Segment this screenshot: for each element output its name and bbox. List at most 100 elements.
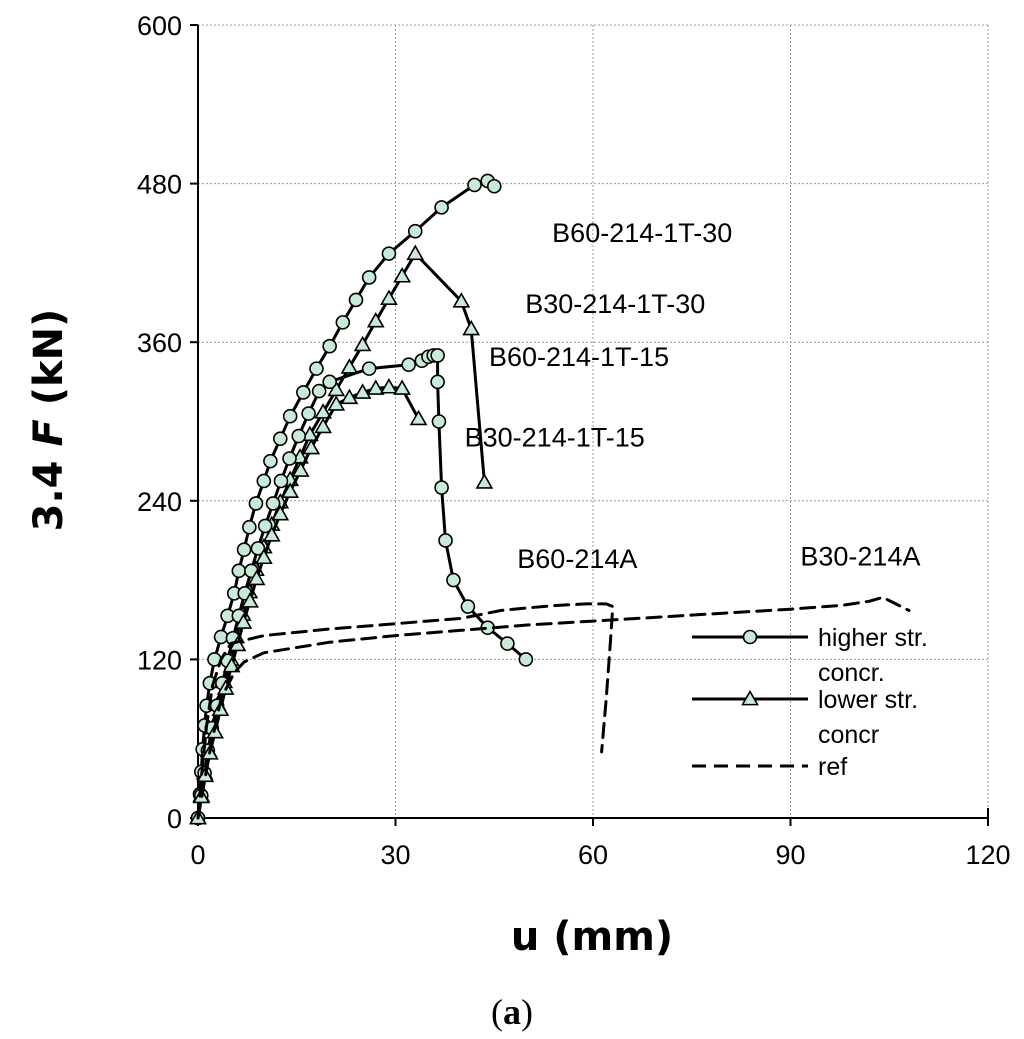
data-point-b60-214-1t-30	[348, 292, 364, 308]
data-point-b30-214-1t-15	[340, 388, 359, 405]
x-tick-label: 30	[380, 840, 410, 870]
data-point-b30-214-1t-30	[366, 311, 385, 328]
data-point-b60-214-1t-15	[257, 518, 273, 534]
data-point-b60-214-1t-15	[438, 533, 453, 548]
series-label-b30-214a: B30-214A	[800, 542, 920, 572]
data-point-b30-214-1t-30	[452, 292, 471, 308]
data-point-b60-214-1t-15	[460, 599, 476, 614]
data-point-b60-214-1t-30	[434, 200, 449, 215]
data-point-b60-214-1t-15	[265, 496, 281, 511]
data-point-b30-214-1t-15	[247, 569, 266, 586]
series-line-b60-214-1t-30	[196, 179, 496, 820]
data-point-b60-214-1t-15	[311, 383, 327, 399]
data-point-b60-214-1t-15	[322, 374, 337, 390]
data-point-b60-214-1t-30	[236, 542, 252, 558]
data-point-b30-214-1t-15	[380, 378, 398, 394]
y-tick-label: 240	[137, 487, 182, 517]
data-point-b60-214-1t-15	[291, 428, 307, 444]
panel-label-open: (	[491, 992, 503, 1032]
x-tick-label: 0	[190, 840, 205, 870]
y-tick-label: 600	[137, 11, 182, 41]
legend-label: higher str.	[818, 624, 928, 652]
data-point-b60-214-1t-30	[248, 496, 264, 511]
data-point-b60-214-1t-15	[430, 374, 445, 390]
series-label-b60-214a: B60-214A	[517, 544, 637, 574]
data-point-b60-214-1t-15	[401, 357, 416, 372]
data-point-b60-214-1t-30	[309, 361, 324, 376]
panel-label: (a)	[491, 992, 533, 1032]
x-tick-label: 60	[578, 840, 608, 870]
data-point-b30-214-1t-30	[353, 335, 372, 352]
legend-item-dashed: ref	[692, 753, 847, 781]
legend-label: concr.	[818, 659, 885, 687]
y-axis-title-prefix: 3.4	[26, 447, 72, 532]
data-point-b60-214-1t-30	[381, 246, 397, 261]
y-axis-title: 3.4 F (kN)	[26, 309, 72, 532]
data-point-b60-214-1t-30	[256, 473, 272, 489]
data-point-b60-214-1t-15	[518, 652, 534, 667]
data-point-b60-214-1t-30	[361, 270, 377, 285]
series-b30-214-1t-15	[189, 378, 428, 825]
legend-label: concr	[818, 721, 879, 749]
data-point-b30-214-1t-15	[281, 482, 300, 498]
data-point-b30-214-1t-15	[302, 438, 321, 455]
data-point-b60-214-1t-15	[250, 541, 266, 556]
series-b60-214a	[196, 602, 615, 820]
series-line-b30-214a	[196, 595, 911, 820]
y-tick-label: 0	[167, 804, 182, 834]
legend-label: ref	[818, 753, 847, 781]
data-point-b60-214-1t-15	[282, 451, 297, 466]
data-point-b60-214-1t-30	[263, 453, 278, 469]
data-point-b60-214-1t-15	[361, 361, 377, 376]
data-point-b30-214-1t-15	[353, 383, 372, 399]
x-axis-title: u (mm)	[511, 914, 673, 960]
data-point-b30-214-1t-15	[366, 379, 385, 395]
data-point-b30-214-1t-15	[271, 504, 290, 521]
series-b60-214-1t-30	[190, 173, 502, 826]
data-point-b60-214-1t-30	[282, 408, 298, 424]
y-tick-label: 480	[137, 170, 182, 200]
x-tick-label: 120	[965, 840, 1010, 870]
data-point-b30-214-1t-15	[314, 417, 332, 434]
data-point-b60-214-1t-30	[467, 177, 482, 193]
data-point-b30-214-1t-15	[241, 592, 259, 608]
plot-area	[189, 173, 911, 826]
data-point-b60-214-1t-30	[272, 431, 288, 446]
data-point-b30-214-1t-15	[222, 656, 241, 673]
series-labels: B60-214-1T-30 B30-214-1T-30 B60-214-1T-15 B…	[465, 218, 921, 574]
data-point-b30-214-1t-15	[291, 461, 310, 477]
data-point-b60-214-1t-15	[434, 480, 449, 495]
data-point-b60-214-1t-30	[335, 315, 351, 330]
tick-labels: 0 120 240 360 480 600 0 30 60 90 120	[137, 11, 1011, 870]
data-point-b60-214-1t-30	[407, 223, 423, 239]
data-point-b60-214-1t-15	[446, 572, 461, 588]
legend-marker-triangle	[741, 689, 759, 706]
data-point-b60-214-1t-30	[296, 385, 311, 400]
data-point-b30-214-1t-15	[234, 613, 253, 629]
data-point-b60-214-1t-30	[486, 178, 502, 194]
data-point-b30-214-1t-30	[301, 425, 319, 442]
legend-item-circle: higher str. concr.	[692, 624, 928, 687]
data-point-b30-214-1t-15	[409, 409, 428, 426]
data-point-b60-214-1t-15	[500, 636, 515, 651]
y-tick-label: 360	[137, 328, 182, 358]
panel-label-close: )	[521, 992, 533, 1032]
data-point-b30-214-1t-15	[254, 548, 273, 565]
data-point-b30-214-1t-15	[393, 379, 411, 395]
data-point-b60-214-1t-30	[242, 519, 257, 535]
y-tick-label: 120	[137, 645, 182, 675]
y-axis-title-suffix: (kN)	[26, 309, 72, 420]
grid-lines	[198, 24, 989, 818]
data-point-b30-214-1t-30	[462, 319, 481, 336]
series-b60-214-1t-15	[190, 348, 534, 826]
data-point-b30-214-1t-30	[475, 473, 494, 489]
legend-label: lower str.	[818, 686, 918, 714]
data-point-b30-214-1t-15	[262, 526, 281, 542]
data-point-b30-214-1t-30	[393, 267, 411, 283]
data-point-b60-214-1t-30	[322, 338, 337, 354]
series-label-b30-214-1t-30: B30-214-1T-30	[525, 289, 705, 319]
series-label-b60-214-1t-30: B60-214-1T-30	[552, 218, 732, 248]
legend-marker-circle	[742, 629, 758, 645]
data-point-b60-214-1t-30	[231, 563, 247, 579]
